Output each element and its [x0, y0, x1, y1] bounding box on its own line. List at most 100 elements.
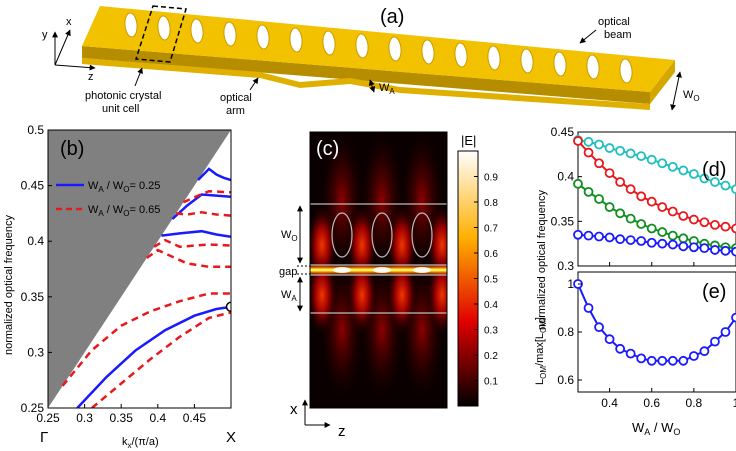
d-point — [688, 169, 699, 179]
wa-label: WA — [379, 82, 395, 96]
d-point — [604, 168, 615, 178]
d-point — [573, 178, 583, 189]
d-series-cyan — [577, 139, 736, 191]
beam-label-line1: optical — [598, 16, 630, 28]
d-point — [636, 191, 647, 202]
d-point — [615, 145, 626, 156]
e-series-line — [577, 283, 736, 362]
d-point — [625, 235, 636, 245]
panel-d-ylabel: normalized optical frequency — [536, 189, 548, 330]
d-point — [583, 147, 594, 158]
d-point — [720, 245, 731, 256]
e-point — [678, 355, 689, 366]
e-ytick-label: 0.8 — [557, 325, 574, 339]
d-point — [720, 221, 731, 232]
d-point — [615, 177, 626, 187]
panel-d-chart: 0.3 0.35 0.4 0.45 (d) normalized optical fr… — [536, 125, 736, 330]
wa-dim-label: WA — [281, 289, 297, 303]
d-point — [583, 136, 594, 147]
d-point — [646, 223, 657, 234]
d-point — [667, 230, 678, 241]
e-xtick-label: 0.8 — [686, 396, 703, 410]
optical-arm — [82, 58, 650, 110]
colorbar-tick-label: 0.6 — [484, 249, 498, 260]
d-point — [678, 165, 689, 176]
e-point — [594, 322, 604, 333]
e-point — [688, 351, 699, 361]
d-point — [720, 180, 731, 191]
b-ytick-label: 0.25 — [21, 401, 45, 415]
e-ytick-label: 1 — [567, 277, 574, 291]
d-point — [710, 245, 720, 255]
wo-arrow — [670, 71, 682, 111]
axis-z-arrow — [54, 64, 96, 71]
b-xtick-label: 0.3 — [76, 411, 93, 425]
d-point — [615, 208, 626, 219]
e-point — [699, 346, 710, 357]
arm-label-line2: arm — [226, 105, 245, 117]
d-point — [594, 194, 604, 204]
e-xtick-label: 1 — [733, 396, 736, 410]
d-point — [594, 231, 604, 242]
structure-outlines — [310, 203, 447, 314]
e-point — [604, 334, 615, 345]
e-xtick-label: 0.4 — [601, 396, 618, 410]
d-point — [636, 151, 647, 162]
panel-b-xlabel: kx/(π/a) — [122, 436, 159, 450]
e-point — [667, 355, 678, 366]
d-ytick-label: 0.35 — [551, 214, 575, 228]
d-point — [594, 158, 604, 169]
panel-e-ylabel: LOM/max[LOM] — [534, 317, 548, 385]
band-line-3 — [171, 193, 231, 220]
d-point — [667, 161, 678, 172]
panel-b-ylabel: normalized optical frequency — [3, 214, 15, 355]
d-point — [710, 220, 720, 230]
d-point — [604, 202, 615, 212]
b-xtick-label: 0.25 — [36, 411, 60, 425]
field-map — [310, 132, 447, 400]
d-point — [678, 233, 689, 244]
b-ytick-label: 0.5 — [27, 123, 44, 137]
panel-b-label: (b) — [60, 138, 84, 160]
colorbar-tick-label: 0.3 — [484, 326, 498, 337]
unit-cell-label-line2: unit cell — [102, 103, 139, 115]
panel-c: (c) WO gap WA x z |E| 0.9 0.8 0.7 0.6 0.5 0.4… — [279, 131, 498, 440]
d-point — [657, 158, 668, 169]
legend-label-dashed: WA / WO= 0.65 — [88, 204, 160, 218]
colorbar-tick-label: 0.1 — [484, 377, 498, 388]
beam-label-line2: beam — [604, 29, 632, 41]
d-point — [710, 177, 720, 187]
gap-label: gap — [279, 266, 297, 278]
band-line-9 — [175, 211, 231, 217]
unit-cell-label-line1: photonic crystal — [85, 90, 161, 102]
d-point — [731, 184, 736, 195]
beam-side — [82, 46, 650, 104]
d-point — [699, 243, 710, 254]
colorbar-tick-label: 0.7 — [484, 224, 498, 235]
colorbar-tick-label: 0.8 — [484, 198, 498, 209]
band-line-1 — [76, 305, 231, 408]
d-point — [625, 213, 636, 224]
b-ytick-label: 0.3 — [27, 345, 44, 359]
panel-d-label: (d) — [702, 159, 726, 181]
colorbar-tick-label: 0.9 — [484, 173, 498, 184]
d-point — [573, 136, 583, 146]
b-xtick-label: 0.45 — [183, 411, 207, 425]
c-axis-x-label: x — [290, 401, 298, 418]
d-point — [657, 238, 668, 249]
b-xtick-label: 0.4 — [149, 411, 166, 425]
band-line-4 — [197, 167, 231, 182]
d-point — [678, 241, 689, 252]
d-ytick-label: 0.45 — [551, 125, 575, 139]
axis-x-arrow — [54, 29, 71, 66]
d-point — [667, 239, 678, 250]
e-xtick-label: 0.6 — [643, 396, 660, 410]
d-point — [646, 196, 657, 207]
d-series-red — [577, 140, 736, 230]
d-point — [731, 246, 736, 257]
d-point — [604, 143, 615, 153]
d-point — [678, 211, 689, 221]
colorbar-title: |E| — [461, 133, 476, 148]
d-point — [657, 202, 668, 212]
